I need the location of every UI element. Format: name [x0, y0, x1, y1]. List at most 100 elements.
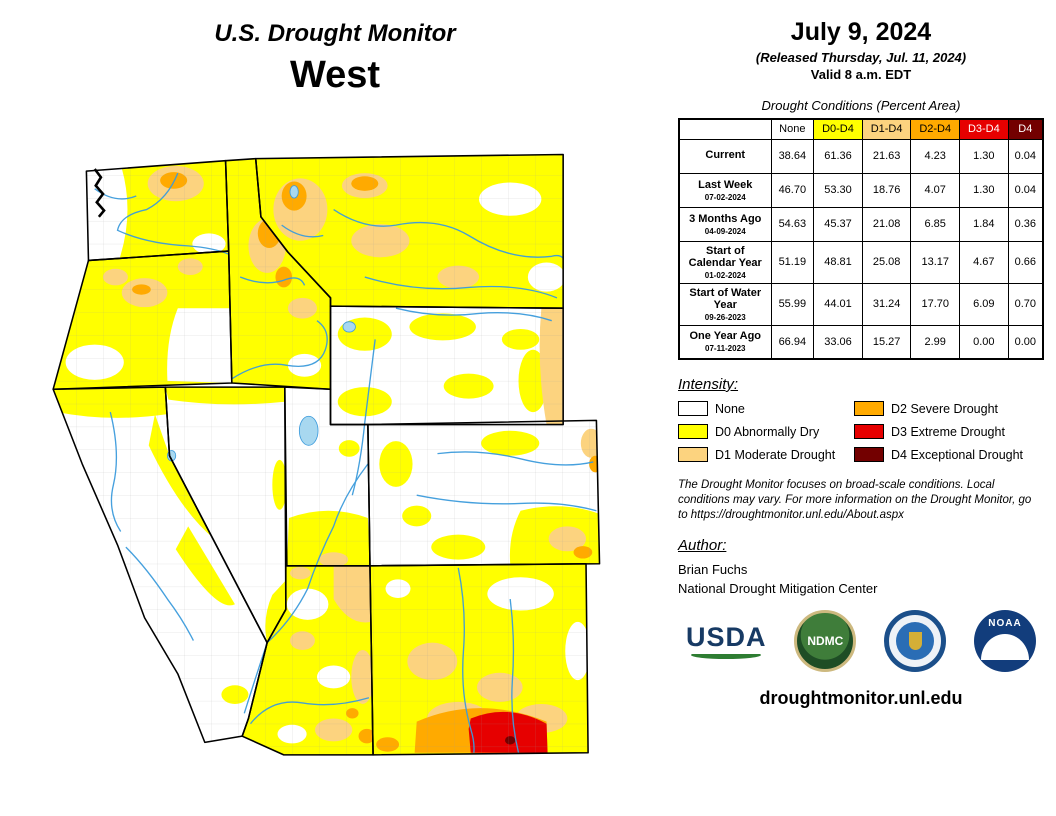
row-label-text: 3 Months Ago — [689, 212, 762, 225]
noaa-logo-text: NOAA — [988, 617, 1022, 629]
table-cell: 4.23 — [910, 138, 961, 174]
table-col-header: None — [770, 118, 815, 140]
usda-swoosh-icon — [691, 651, 762, 660]
flathead-lake — [289, 185, 299, 199]
legend-item: D0 Abnormally Dry — [678, 424, 848, 439]
row-label-text: Start of Calendar Year — [688, 244, 762, 269]
title-block: U.S. Drought Monitor West — [0, 20, 670, 97]
table-cell: 0.04 — [1007, 138, 1044, 174]
table-cell: 45.37 — [813, 206, 863, 242]
date-block: July 9, 2024 (Released Thursday, Jul. 11… — [678, 18, 1044, 82]
seal-shield-icon — [908, 631, 922, 650]
disclaimer-text: The Drought Monitor focuses on broad-sca… — [678, 479, 1032, 521]
table-row-label: Start of Calendar Year 01-02-2024 — [678, 240, 772, 284]
table-cell: 1.84 — [959, 206, 1009, 242]
row-label-sub: 09-26-2023 — [704, 312, 746, 322]
legend-swatch-none — [678, 401, 708, 416]
author-name: Brian Fuchs — [678, 561, 748, 577]
drought-map — [22, 152, 666, 802]
table-cell: 6.85 — [910, 206, 961, 242]
table-cell: 54.63 — [770, 206, 815, 242]
table-cell: 0.36 — [1007, 206, 1044, 242]
legend-item: D3 Extreme Drought — [854, 424, 1044, 439]
legend-item: None — [678, 401, 848, 416]
row-label-text: Last Week — [698, 178, 753, 191]
released-date: (Released Thursday, Jul. 11, 2024) — [755, 50, 967, 65]
table-corner-cell — [678, 118, 772, 140]
yellowstone-lake — [342, 321, 356, 333]
table-cell: 51.19 — [770, 240, 815, 284]
legend-swatch-d1 — [678, 447, 708, 462]
table-cell: 6.09 — [959, 282, 1009, 326]
legend-item: D4 Exceptional Drought — [854, 447, 1044, 462]
table-row-label: One Year Ago 07-11-2023 — [678, 324, 772, 360]
table-cell: 0.66 — [1007, 240, 1044, 284]
logos-row: USDA NDMC NOAA — [678, 609, 1044, 672]
legend-item: D1 Moderate Drought — [678, 447, 848, 462]
table-cell: 4.07 — [910, 172, 961, 208]
seal-inner-icon — [896, 621, 935, 660]
row-label-text: One Year Ago — [689, 330, 762, 343]
table-cell: 33.06 — [813, 324, 863, 360]
table-row: Start of Calendar Year 01-02-2024 51.19 … — [678, 240, 1044, 284]
table-cell: 2.99 — [910, 324, 961, 360]
page-title: U.S. Drought Monitor — [214, 20, 456, 47]
puget-sound — [93, 168, 106, 218]
table-row-label: 3 Months Ago 04-09-2024 — [678, 206, 772, 242]
row-label-text: Start of Water Year — [689, 286, 762, 311]
table-cell: 17.70 — [910, 282, 961, 326]
noaa-bird-icon — [981, 633, 1029, 660]
legend-label: D0 Abnormally Dry — [715, 424, 820, 439]
legend-item: D2 Severe Drought — [854, 401, 1044, 416]
table-cell: 13.17 — [910, 240, 961, 284]
drought-map-svg — [52, 153, 601, 756]
table-cell: 21.08 — [861, 206, 912, 242]
table-row-label: Current — [678, 138, 772, 174]
legend-title: Intensity: — [678, 376, 739, 393]
table-row: One Year Ago 07-11-2023 66.94 33.06 15.2… — [678, 324, 1044, 360]
region-title: West — [289, 54, 381, 96]
table-title: Drought Conditions (Percent Area) — [761, 98, 961, 113]
table-cell: 0.00 — [959, 324, 1009, 360]
legend-swatch-d2 — [854, 401, 884, 416]
legend-swatch-d4 — [854, 447, 884, 462]
footer-url-link[interactable]: droughtmonitor.unl.edu — [759, 687, 963, 708]
county-grid — [53, 154, 600, 755]
table-cell: 53.30 — [813, 172, 863, 208]
great-salt-lake — [298, 415, 319, 446]
usda-logo-text: USDA — [686, 622, 767, 653]
row-label-sub: 07-02-2024 — [704, 192, 746, 202]
valid-time: Valid 8 a.m. EDT — [810, 67, 912, 82]
table-col-header: D1-D4 — [861, 118, 912, 140]
table-col-header: D3-D4 — [959, 118, 1009, 140]
drought-conditions-table: None D0-D4 D1-D4 D2-D4 D3-D4 D4 Current … — [678, 118, 1044, 360]
table-cell: 1.30 — [959, 172, 1009, 208]
table-cell: 0.70 — [1007, 282, 1044, 326]
table-row-label: Start of Water Year 09-26-2023 — [678, 282, 772, 326]
table-row: Last Week 07-02-2024 46.70 53.30 18.76 4… — [678, 172, 1044, 208]
table-row-label: Last Week 07-02-2024 — [678, 172, 772, 208]
legend-swatch-d0 — [678, 424, 708, 439]
legend-swatch-d3 — [854, 424, 884, 439]
usda-logo-icon: USDA — [686, 622, 767, 660]
table-cell: 25.08 — [861, 240, 912, 284]
table-row: Start of Water Year 09-26-2023 55.99 44.… — [678, 282, 1044, 326]
table-cell: 0.00 — [1007, 324, 1044, 360]
table-cell: 4.67 — [959, 240, 1009, 284]
legend-label: D2 Severe Drought — [891, 401, 999, 416]
table-cell: 44.01 — [813, 282, 863, 326]
table-cell: 46.70 — [770, 172, 815, 208]
legend-label: D3 Extreme Drought — [891, 424, 1005, 439]
noaa-logo-icon: NOAA — [974, 609, 1036, 672]
table-cell: 1.30 — [959, 138, 1009, 174]
table-cell: 31.24 — [861, 282, 912, 326]
legend-label: D1 Moderate Drought — [715, 447, 836, 462]
ndmc-logo-icon: NDMC — [794, 609, 857, 672]
table-cell: 0.04 — [1007, 172, 1044, 208]
table-cell: 38.64 — [770, 138, 815, 174]
row-label-sub: 04-09-2024 — [704, 226, 746, 236]
row-label-sub: 01-02-2024 — [704, 270, 746, 280]
legend-label: D4 Exceptional Drought — [891, 447, 1024, 462]
legend-label: None — [715, 401, 745, 416]
row-label-text: Current — [705, 149, 746, 161]
